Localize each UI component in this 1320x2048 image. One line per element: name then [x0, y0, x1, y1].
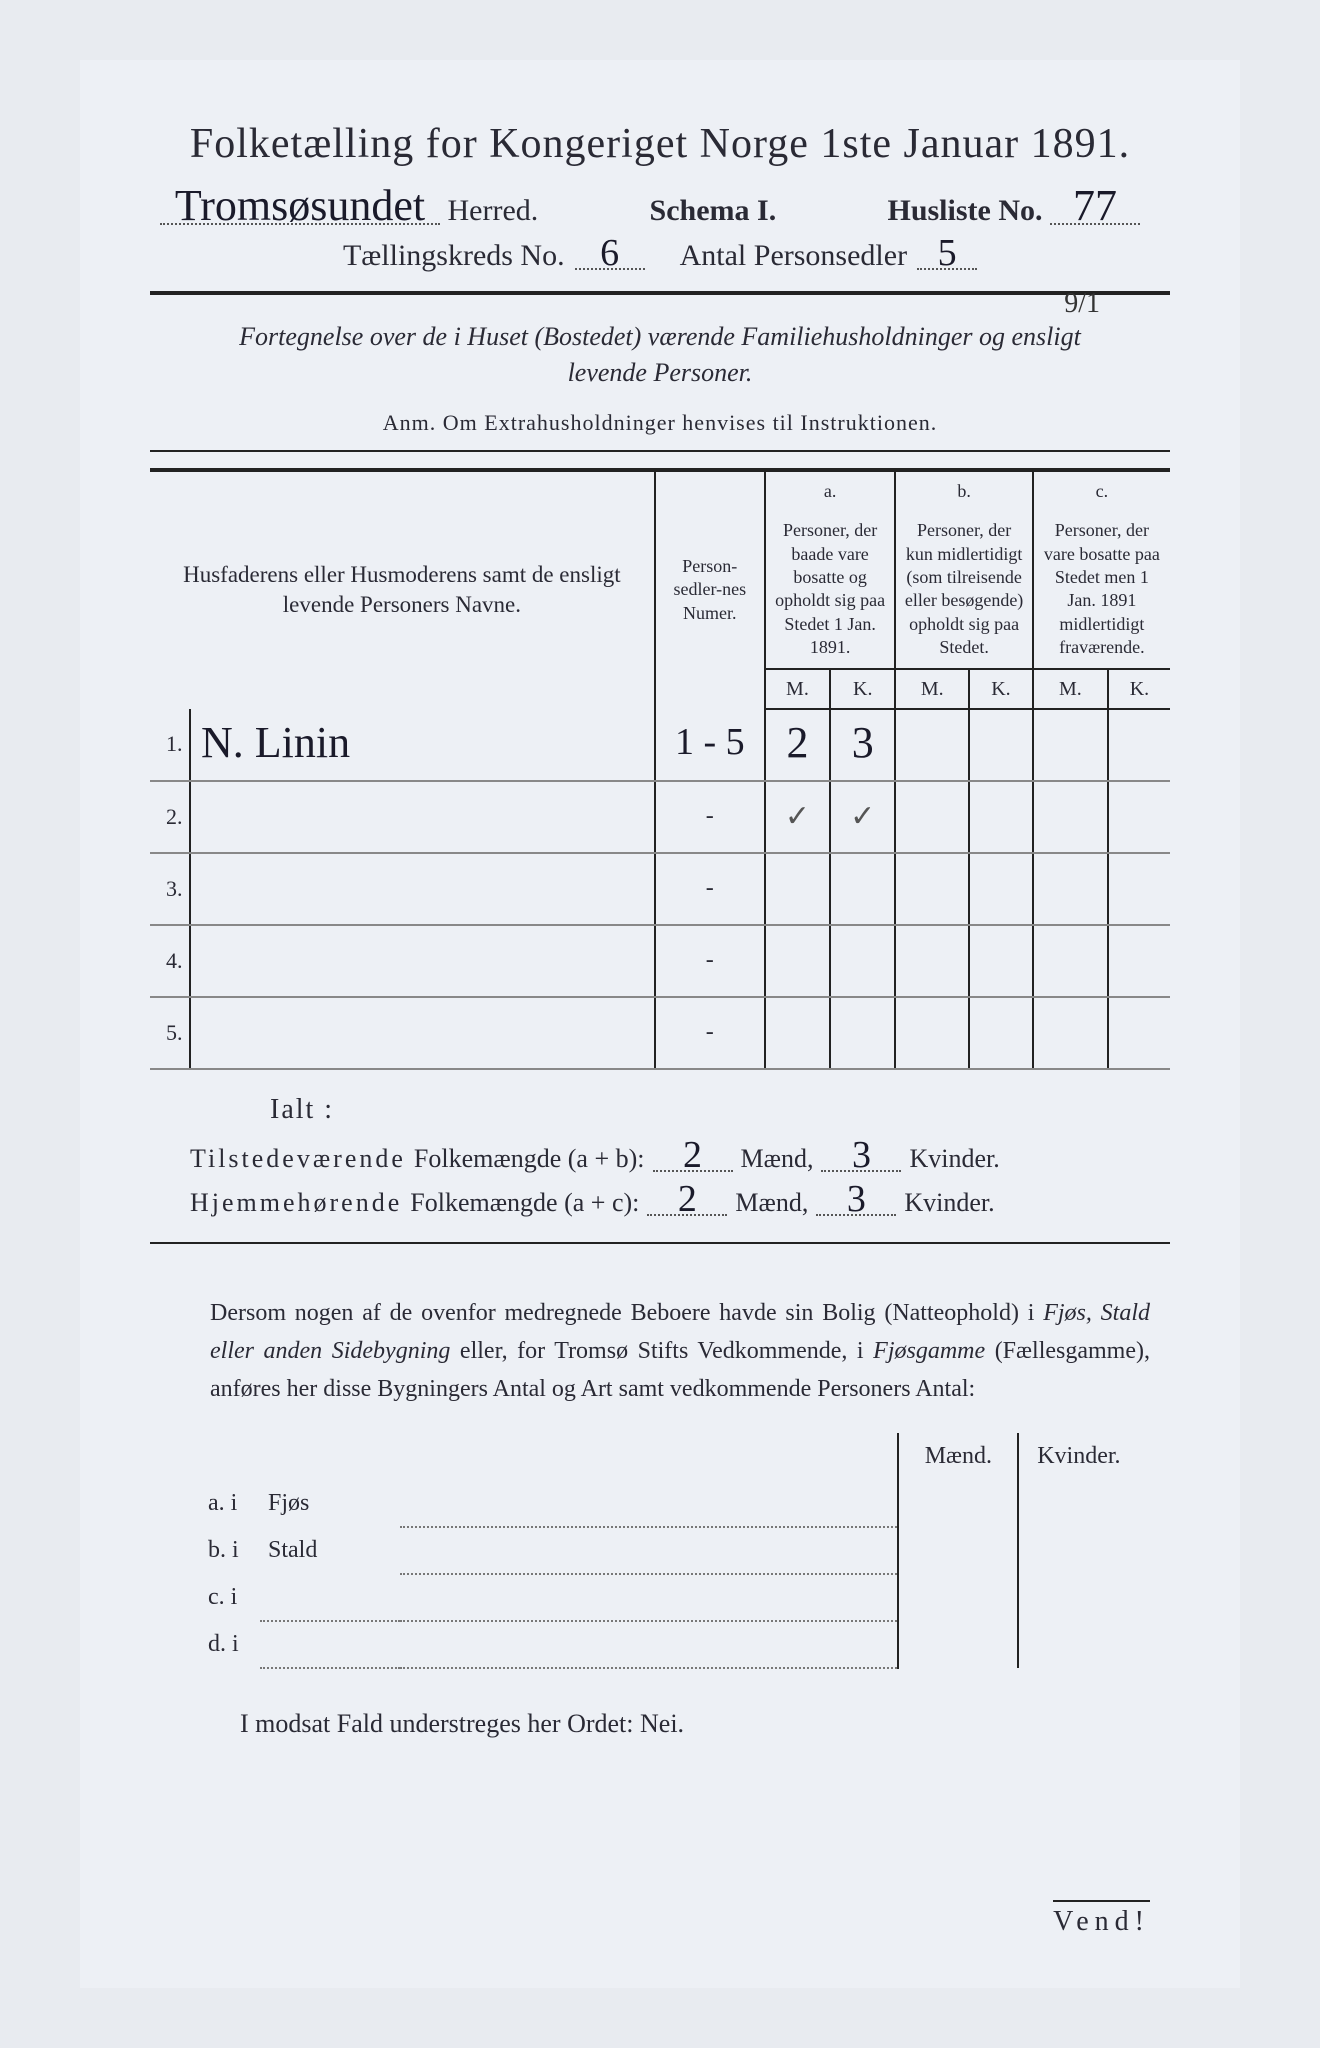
col-a-label: a.: [765, 470, 896, 511]
row-name: N. Linin: [201, 718, 350, 767]
cell-a-m: 2: [786, 718, 808, 767]
col-name-header: Husfaderens eller Husmoderens samt de en…: [183, 562, 621, 617]
table-row: 1. N. Linin 1 - 5 2 3: [150, 709, 1170, 781]
side-lab: c. i: [200, 1574, 260, 1621]
row-num: 5.: [150, 997, 190, 1069]
totals-2-k: 3: [816, 1184, 896, 1216]
antal-label: Antal Personsedler: [680, 239, 907, 273]
mk-b-m: M.: [895, 669, 969, 709]
totals-2-m: 2: [647, 1184, 727, 1216]
row-personsedler: -: [655, 997, 765, 1069]
side-lab: a. i: [200, 1480, 260, 1527]
household-table: Husfaderens eller Husmoderens samt de en…: [150, 468, 1170, 1070]
tick-mark: ✓: [785, 800, 810, 833]
herred-label: Herred.: [448, 194, 539, 227]
kreds-label: Tællingskreds No.: [343, 239, 565, 273]
totals-1-rest: Folkemængde (a + b):: [414, 1144, 645, 1174]
margin-note: 9/1: [1064, 288, 1100, 320]
form-title: Folketælling for Kongeriget Norge 1ste J…: [150, 120, 1170, 168]
form-description: Fortegnelse over de i Huset (Bostedet) v…: [210, 319, 1110, 392]
totals-line-1: Tilstedeværende Folkemængde (a + b): 2 M…: [190, 1140, 1170, 1174]
side-row: c. i: [200, 1574, 1138, 1621]
cell-c-m: [1033, 709, 1108, 781]
title-text: Folketælling for Kongeriget Norge 1ste J…: [190, 121, 1130, 167]
husliste-label: Husliste No.: [887, 194, 1042, 227]
schema-label: Schema I.: [650, 194, 777, 227]
row-personsedler: -: [655, 925, 765, 997]
cell-b-k: [969, 709, 1033, 781]
modsat-line: I modsat Fald understreges her Ordet: Ne…: [240, 1709, 1170, 1739]
totals-2-rest: Folkemængde (a + c):: [410, 1188, 639, 1218]
side-head-m: Mænd.: [898, 1433, 1018, 1480]
row-personsedler: -: [655, 781, 765, 853]
row-num: 4.: [150, 925, 190, 997]
maend-label: Mænd,: [741, 1144, 814, 1174]
form-anm: Anm. Om Extrahusholdninger henvises til …: [150, 410, 1170, 436]
side-head-k: Kvinder.: [1018, 1433, 1138, 1480]
header-line-1: Tromsøsundet Herred. Schema I. Husliste …: [160, 188, 1140, 228]
rule-1: [150, 291, 1170, 295]
census-form-page: Folketælling for Kongeriget Norge 1ste J…: [80, 60, 1240, 1988]
side-lab: b. i: [200, 1527, 260, 1574]
side-row: b. i Stald: [200, 1527, 1138, 1574]
ialt-label: Ialt :: [270, 1094, 1170, 1126]
sidebuilding-table: Mænd. Kvinder. a. i Fjøs b. i Stald c. i: [200, 1433, 1138, 1669]
side-typ: Fjøs: [260, 1480, 400, 1527]
totals-1-m: 2: [653, 1140, 733, 1172]
tick-mark: ✓: [850, 800, 875, 833]
header-line-2: Tællingskreds No. 6 Antal Personsedler 5: [150, 238, 1170, 273]
side-row: a. i Fjøs: [200, 1480, 1138, 1527]
side-typ: Stald: [260, 1527, 400, 1574]
mk-b-k: K.: [969, 669, 1033, 709]
row-num: 3.: [150, 853, 190, 925]
mk-c-m: M.: [1033, 669, 1108, 709]
sidebuilding-paragraph: Dersom nogen af de ovenfor medregnede Be…: [210, 1294, 1150, 1409]
kreds-value: 6: [575, 238, 645, 270]
table-row: 5. -: [150, 997, 1170, 1069]
row-num: 1.: [150, 709, 190, 781]
totals-2-label: Hjemmehørende: [190, 1188, 402, 1218]
col-c-header: Personer, der vare bosatte paa Stedet me…: [1044, 520, 1160, 657]
maend-label: Mænd,: [735, 1188, 808, 1218]
col-num-header: Person-sedler-nes Numer.: [673, 556, 746, 623]
table-row: 3. -: [150, 853, 1170, 925]
table-row: 4. -: [150, 925, 1170, 997]
col-c-label: c.: [1033, 470, 1170, 511]
side-lab: d. i: [200, 1621, 260, 1668]
husliste-value: 77: [1050, 188, 1140, 225]
cell-b-m: [895, 709, 969, 781]
antal-value: 5: [917, 238, 977, 270]
cell-a-k: 3: [852, 718, 874, 767]
col-b-header: Personer, der kun midlertidigt (som tilr…: [905, 520, 1023, 657]
cell-c-k: [1108, 709, 1170, 781]
row-personsedler: 1 - 5: [675, 721, 745, 763]
row-num: 2.: [150, 781, 190, 853]
rule-3: [150, 1242, 1170, 1244]
table-row: 2. - ✓ ✓: [150, 781, 1170, 853]
mk-a-m: M.: [765, 669, 830, 709]
col-b-label: b.: [895, 470, 1032, 511]
row-personsedler: -: [655, 853, 765, 925]
kvinder-label: Kvinder.: [904, 1188, 994, 1218]
mk-a-k: K.: [830, 669, 895, 709]
col-a-header: Personer, der baade vare bosatte og opho…: [775, 520, 885, 657]
vend-label: Vend!: [1053, 1900, 1150, 1938]
totals-1-k: 3: [821, 1140, 901, 1172]
rule-2: [150, 450, 1170, 452]
totals-line-2: Hjemmehørende Folkemængde (a + c): 2 Mæn…: [190, 1184, 1170, 1218]
side-row: d. i: [200, 1621, 1138, 1668]
row-name: [190, 781, 655, 853]
kvinder-label: Kvinder.: [909, 1144, 999, 1174]
mk-c-k: K.: [1108, 669, 1170, 709]
herred-value: Tromsøsundet: [160, 188, 440, 225]
totals-1-label: Tilstedeværende: [190, 1144, 406, 1174]
